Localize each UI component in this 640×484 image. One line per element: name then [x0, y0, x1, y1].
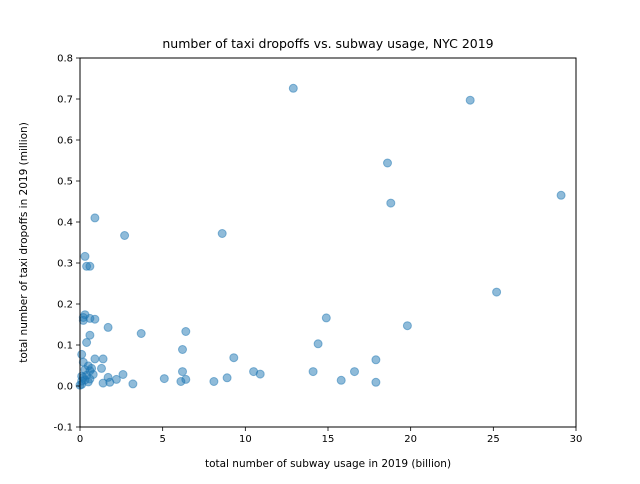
data-point — [82, 338, 92, 347]
x-tick-label: 0 — [77, 434, 83, 445]
data-point — [336, 375, 346, 385]
y-tick-label: 0.3 — [57, 259, 73, 270]
y-tick-label: 0.7 — [57, 95, 73, 106]
x-axis-label: total number of subway usage in 2019 (bi… — [205, 458, 451, 470]
data-point — [386, 198, 396, 208]
data-point — [229, 353, 239, 363]
data-point — [103, 322, 113, 332]
data-point — [178, 367, 187, 377]
data-point — [136, 329, 146, 338]
x-tick-label: 5 — [159, 434, 165, 445]
data-point — [85, 330, 95, 340]
data-point — [97, 363, 106, 373]
y-tick-label: 0.4 — [57, 218, 73, 229]
y-tick-label: 0.8 — [57, 54, 73, 65]
x-tick-label: 25 — [487, 434, 500, 445]
data-point — [90, 354, 100, 364]
y-tick-label: 0.5 — [57, 177, 73, 188]
data-point — [85, 261, 95, 271]
data-point — [217, 229, 227, 238]
data-point — [308, 367, 318, 377]
data-point — [90, 314, 100, 324]
x-axis-ticks: 0 5 10 15 20 25 30 — [77, 427, 583, 445]
data-point — [313, 339, 323, 349]
data-point — [350, 367, 359, 377]
data-point — [118, 370, 128, 379]
data-point — [383, 158, 392, 168]
data-point — [178, 345, 187, 354]
data-point — [402, 321, 412, 331]
y-axis-ticks: -0.1 0.0 0.1 0.2 0.3 0.4 0.5 0.6 0.7 0.8 — [53, 54, 80, 434]
data-point — [321, 313, 331, 323]
y-tick-label: 0.1 — [57, 341, 73, 352]
data-point — [371, 377, 381, 387]
data-points — [75, 83, 566, 390]
x-tick-label: 15 — [322, 434, 335, 445]
data-point — [98, 378, 108, 388]
data-point — [159, 374, 169, 384]
y-tick-label: 0.6 — [57, 136, 73, 147]
x-tick-label: 30 — [570, 434, 583, 445]
y-tick-label: 0.0 — [57, 382, 73, 393]
plot-frame — [79, 57, 577, 428]
data-point — [492, 287, 502, 297]
data-point — [556, 190, 566, 200]
data-point — [98, 354, 108, 364]
data-point — [255, 369, 265, 379]
data-point — [80, 251, 90, 261]
data-point — [176, 377, 186, 386]
data-point — [78, 315, 88, 325]
x-tick-label: 10 — [239, 434, 252, 445]
chart-title: number of taxi dropoffs vs. subway usage… — [162, 36, 493, 51]
y-tick-label: -0.1 — [53, 423, 73, 434]
x-tick-label: 20 — [404, 434, 417, 445]
data-point — [222, 373, 232, 383]
data-point — [371, 355, 381, 365]
data-point — [128, 379, 138, 389]
data-point — [181, 327, 191, 336]
data-point — [465, 95, 475, 105]
data-point — [120, 231, 130, 240]
data-point — [209, 377, 219, 386]
y-tick-label: 0.2 — [57, 300, 73, 311]
data-point — [90, 213, 100, 223]
data-point — [288, 83, 298, 93]
data-point — [77, 349, 87, 359]
y-axis-label: total number of taxi dropoffs in 2019 (m… — [18, 122, 30, 363]
